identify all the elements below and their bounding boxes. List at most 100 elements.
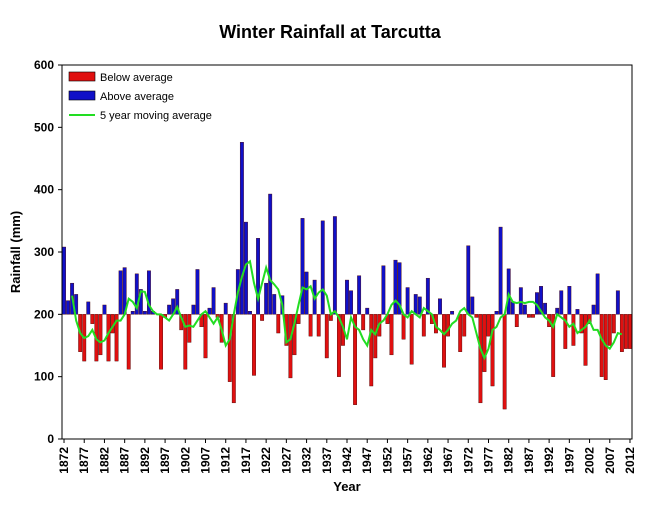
- bar: [498, 226, 503, 315]
- x-tick-label: 1977: [481, 447, 495, 474]
- bar: [296, 314, 301, 324]
- bar: [142, 311, 147, 315]
- chart-title: Winter Rainfall at Tarcutta: [219, 22, 442, 42]
- bar: [510, 301, 515, 315]
- bar: [628, 314, 632, 349]
- bar: [349, 290, 353, 315]
- bar: [567, 286, 572, 315]
- bar: [575, 309, 580, 315]
- x-tick-label: 1972: [461, 447, 475, 474]
- bar: [345, 279, 349, 315]
- x-tick-label: 2007: [603, 447, 617, 474]
- bar: [462, 314, 467, 337]
- bar: [227, 314, 232, 382]
- bar: [183, 314, 188, 370]
- bar: [409, 314, 414, 365]
- bar: [203, 314, 208, 359]
- bar: [134, 273, 139, 315]
- bar: [506, 268, 511, 315]
- bar: [389, 314, 394, 356]
- bar: [167, 304, 172, 315]
- bar: [417, 296, 422, 315]
- bar: [353, 314, 358, 405]
- x-tick-label: 1892: [138, 447, 152, 474]
- x-tick-label: 1922: [259, 447, 273, 474]
- x-axis-label: Year: [333, 479, 360, 494]
- x-tick-label: 1932: [300, 447, 314, 474]
- bar: [522, 304, 527, 315]
- bar: [579, 314, 584, 334]
- bar: [357, 275, 362, 315]
- bar: [260, 314, 265, 321]
- bar: [482, 314, 487, 372]
- bar: [320, 220, 325, 315]
- bar: [583, 314, 588, 366]
- bar: [486, 314, 491, 337]
- bar: [607, 314, 612, 346]
- y-tick-label: 300: [34, 245, 54, 259]
- x-tick-label: 1967: [441, 447, 455, 474]
- bar: [256, 238, 260, 315]
- legend-swatch: [68, 71, 96, 82]
- bar: [324, 314, 329, 359]
- bar: [531, 314, 535, 318]
- bar: [332, 216, 337, 315]
- bar: [365, 307, 370, 315]
- bar: [611, 314, 616, 334]
- legend-swatch: [68, 90, 96, 101]
- bar: [421, 314, 426, 337]
- bar: [559, 290, 564, 315]
- plot-frame: [61, 64, 633, 440]
- bar: [624, 314, 628, 349]
- legend-label: Below average: [100, 72, 173, 84]
- bar: [191, 304, 196, 315]
- bar: [272, 294, 277, 315]
- bar: [239, 142, 244, 315]
- bar: [470, 296, 475, 315]
- bar: [438, 298, 442, 315]
- x-tick-label: 1987: [522, 447, 536, 474]
- bar: [252, 314, 256, 376]
- bar: [300, 218, 305, 315]
- bar: [195, 269, 200, 315]
- x-tick-label: 1917: [239, 447, 253, 474]
- bar: [446, 314, 450, 337]
- y-tick-label: 200: [34, 307, 54, 321]
- bar: [442, 314, 446, 368]
- bar: [413, 294, 418, 315]
- bar: [316, 314, 321, 337]
- bar: [187, 314, 192, 343]
- x-tick-label: 1962: [421, 447, 435, 474]
- bar: [248, 311, 252, 315]
- x-tick-label: 1947: [360, 447, 374, 474]
- x-tick-label: 1982: [502, 447, 516, 474]
- bar: [401, 314, 406, 340]
- bar: [539, 286, 543, 315]
- bar: [502, 314, 507, 410]
- bar: [551, 314, 556, 377]
- x-tick-label: 1872: [57, 447, 71, 474]
- bar: [450, 311, 455, 315]
- bar: [62, 246, 66, 315]
- bar: [114, 314, 119, 362]
- bar: [369, 314, 374, 387]
- bar: [571, 314, 576, 346]
- x-tick-label: 1927: [279, 447, 293, 474]
- bar: [66, 300, 70, 315]
- bar: [207, 307, 212, 315]
- x-tick-label: 2012: [623, 447, 637, 474]
- x-tick-label: 1877: [77, 447, 91, 474]
- y-axis-label: Rainfall (mm): [8, 211, 23, 293]
- bar: [126, 314, 131, 370]
- bar: [106, 314, 111, 362]
- bar: [211, 287, 216, 315]
- y-tick-label: 500: [34, 120, 54, 134]
- bar: [288, 314, 293, 379]
- y-tick-label: 0: [47, 432, 54, 446]
- bar: [526, 314, 531, 318]
- x-tick-label: 1952: [380, 447, 394, 474]
- bar: [599, 314, 604, 377]
- bar: [494, 311, 499, 315]
